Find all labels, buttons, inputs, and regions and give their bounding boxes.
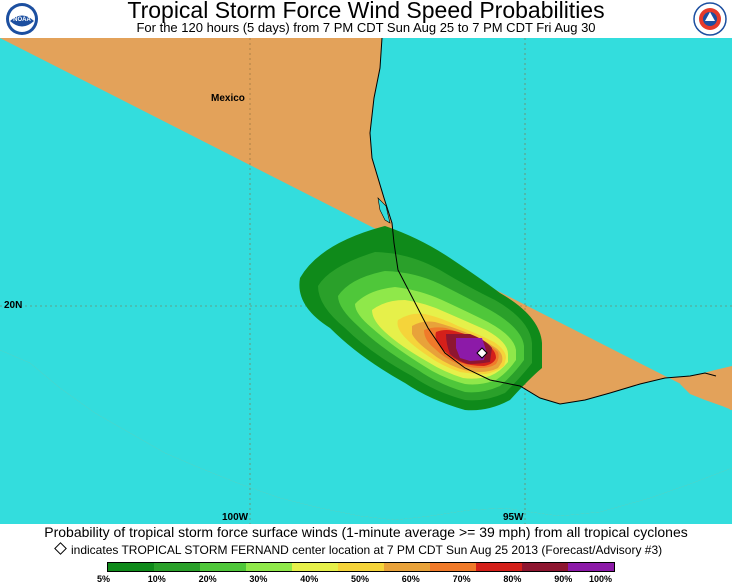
yucatan-land <box>680 366 732 410</box>
legend-swatch-9 <box>522 563 568 571</box>
legend-label: 40% <box>300 574 319 584</box>
storm-location-note-text: indicates TROPICAL STORM FERNAND center … <box>71 543 663 557</box>
storm-location-note: indicates TROPICAL STORM FERNAND center … <box>54 542 663 557</box>
legend-swatch-10 <box>568 563 614 571</box>
lat-label-20n: 20N <box>4 300 23 311</box>
gulf-coastline <box>369 37 717 405</box>
nws-logo-icon <box>693 2 727 36</box>
legend-label: 60% <box>401 574 420 584</box>
legend-swatch-8 <box>476 563 522 571</box>
legend-swatch-7 <box>430 563 476 571</box>
map-area: Mexico 20N 100W 95W <box>0 37 732 524</box>
contour-100pct <box>456 338 486 361</box>
diamond-icon <box>54 542 67 555</box>
noaa-logo-icon: NOAA <box>6 3 38 35</box>
page-title: Tropical Storm Force Wind Speed Probabil… <box>127 0 605 23</box>
legend-swatch-1 <box>154 563 200 571</box>
legend-label: 5% <box>97 574 111 584</box>
legend-swatch-5 <box>338 563 384 571</box>
lagoon-icon <box>377 197 391 224</box>
header: NOAA Tropical Storm Force Wind Speed Pro… <box>0 0 732 38</box>
noaa-logo-text: NOAA <box>13 17 31 23</box>
page-subtitle: For the 120 hours (5 days) from 7 PM CDT… <box>136 20 596 35</box>
legend-label: 10% <box>147 574 166 584</box>
legend-label: 90% <box>554 574 573 584</box>
legend-swatch-2 <box>200 563 246 571</box>
legend-label: 20% <box>198 574 217 584</box>
legend-label: 80% <box>503 574 522 584</box>
legend-label: 100% <box>589 574 613 584</box>
legend-swatch-6 <box>384 563 430 571</box>
probability-legend <box>107 562 615 572</box>
map-canvas <box>0 37 732 524</box>
legend-swatch-4 <box>292 563 338 571</box>
legend-swatch-3 <box>246 563 292 571</box>
legend-label: 30% <box>249 574 268 584</box>
legend-swatch-0 <box>108 563 154 571</box>
legend-label: 50% <box>351 574 370 584</box>
map-caption: Probability of tropical storm force surf… <box>44 524 688 540</box>
country-label-mexico: Mexico <box>211 93 245 104</box>
pacific-ocean <box>0 350 732 524</box>
storm-center-diamond-icon <box>476 347 488 359</box>
lon-label-95w: 95W <box>503 512 524 523</box>
lon-label-100w: 100W <box>222 512 249 523</box>
legend-label: 70% <box>452 574 471 584</box>
